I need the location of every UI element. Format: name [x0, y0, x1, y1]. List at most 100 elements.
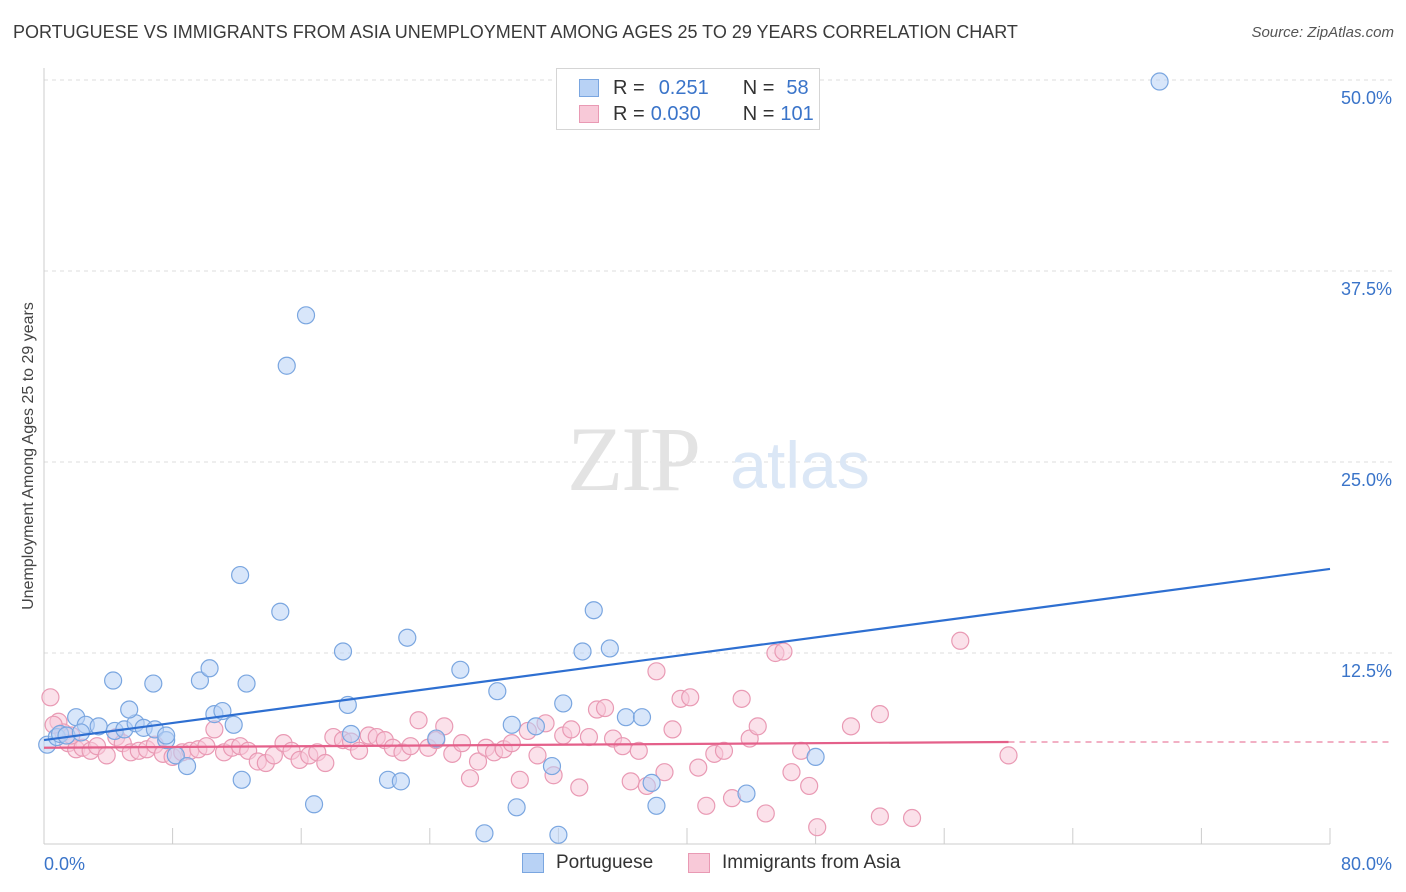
- data-point-asia: [689, 758, 708, 777]
- legend-n-label: N =: [742, 76, 775, 99]
- data-point-portuguese: [271, 602, 290, 621]
- data-point-portuguese: [600, 639, 619, 658]
- data-point-portuguese: [507, 798, 526, 817]
- legend-r-value: 0.251: [658, 76, 709, 99]
- data-point-asia: [316, 753, 335, 773]
- data-point-portuguese: [391, 772, 410, 791]
- data-point-portuguese: [488, 682, 507, 701]
- data-point-asia: [502, 734, 521, 753]
- data-point-asia: [562, 720, 581, 739]
- source-credit: Source: ZipAtlas.com: [1251, 24, 1394, 41]
- data-point-portuguese: [341, 724, 361, 744]
- trend-line-portuguese: [43, 567, 1331, 742]
- legend-label-portuguese: Portuguese: [556, 852, 654, 873]
- data-point-asia: [870, 705, 890, 724]
- data-point-portuguese: [554, 694, 573, 713]
- gridlines: [44, 79, 1392, 654]
- legend-n-value: 58: [786, 76, 809, 99]
- legend-r-label: R =: [613, 102, 645, 125]
- data-point-portuguese: [177, 756, 197, 776]
- data-point-portuguese: [200, 659, 219, 678]
- data-point-asia: [655, 763, 674, 782]
- data-point-asia: [468, 752, 488, 771]
- data-point-asia: [647, 662, 666, 681]
- watermark: ZIP atlas: [567, 408, 870, 510]
- data-point-asia: [629, 741, 648, 760]
- data-point-asia: [951, 631, 970, 650]
- data-point-portuguese: [1150, 72, 1169, 91]
- data-point-portuguese: [120, 700, 139, 719]
- data-point-asia: [756, 804, 775, 823]
- watermark-atlas: atlas: [730, 428, 869, 502]
- data-point-portuguese: [231, 565, 250, 585]
- data-point-portuguese: [475, 824, 494, 843]
- data-point-portuguese: [502, 715, 521, 734]
- data-point-portuguese: [427, 729, 446, 748]
- data-point-asia: [621, 772, 640, 791]
- data-point-asia: [681, 688, 700, 707]
- data-point-asia: [452, 734, 472, 753]
- data-point-asia: [870, 807, 890, 826]
- y-tick-label: 12.5%: [1341, 661, 1392, 681]
- x-tick-label-min: 0.0%: [44, 854, 85, 874]
- data-point-portuguese: [157, 726, 176, 745]
- data-point-portuguese: [71, 723, 91, 742]
- data-point-asia: [999, 746, 1018, 765]
- data-point-portuguese: [144, 674, 163, 693]
- y-axis-title: Unemployment Among Ages 25 to 29 years: [20, 302, 37, 610]
- legend-n-label: N =: [742, 102, 775, 125]
- y-tick-label: 50.0%: [1341, 88, 1392, 108]
- data-point-portuguese: [232, 770, 251, 789]
- legend-r-value: 0.030: [650, 102, 701, 125]
- data-point-asia: [409, 711, 428, 730]
- data-point-asia: [774, 642, 793, 661]
- data-point-portuguese: [333, 642, 353, 661]
- data-point-asia: [579, 727, 599, 747]
- data-point-portuguese: [277, 356, 296, 375]
- legend-r-label: R =: [613, 76, 645, 99]
- legend-row-portuguese: R = 0.251 N = 58: [579, 75, 809, 101]
- data-point-asia: [902, 808, 922, 828]
- legend-swatch-asia: [688, 853, 710, 873]
- data-point-portuguese: [632, 708, 652, 727]
- data-point-asia: [663, 720, 682, 739]
- data-point-portuguese: [616, 708, 636, 727]
- legend-n-value: 101: [780, 102, 814, 125]
- data-point-portuguese: [542, 756, 562, 776]
- legend-label-asia: Immigrants from Asia: [722, 852, 901, 873]
- legend-swatch-portuguese: [579, 79, 599, 97]
- legend-swatch-portuguese: [522, 853, 544, 873]
- data-point-asia: [595, 698, 615, 718]
- data-point-portuguese: [296, 306, 316, 325]
- trend-line-asia: [43, 740, 1009, 749]
- x-tick-label-max: 80.0%: [1341, 854, 1392, 874]
- data-point-portuguese: [237, 674, 256, 693]
- bottom-legend: Portuguese Immigrants from Asia: [0, 852, 1406, 878]
- x-ticks: [172, 828, 1331, 844]
- data-point-asia: [570, 778, 589, 797]
- y-tick-label: 37.5%: [1341, 279, 1392, 299]
- data-point-portuguese: [104, 671, 123, 690]
- data-point-portuguese: [451, 660, 470, 679]
- data-point-asia: [97, 746, 116, 765]
- chart-title: PORTUGUESE VS IMMIGRANTS FROM ASIA UNEMP…: [13, 22, 1018, 42]
- data-point-portuguese: [398, 628, 417, 647]
- data-point-portuguese: [224, 715, 243, 734]
- data-point-asia: [841, 717, 861, 736]
- legend-swatch-asia: [579, 105, 599, 123]
- data-point-portuguese: [190, 671, 210, 690]
- data-point-asia: [528, 746, 547, 765]
- data-point-portuguese: [647, 796, 666, 815]
- stats-legend: R = 0.251 N = 58 R = 0.030 N = 101: [556, 68, 820, 130]
- data-point-portuguese: [584, 601, 603, 620]
- series-asia-points: [41, 631, 1018, 837]
- data-point-asia: [510, 770, 529, 789]
- data-point-asia: [460, 769, 480, 788]
- data-point-asia: [732, 689, 751, 708]
- data-point-portuguese: [549, 825, 568, 844]
- data-point-portuguese: [304, 795, 324, 814]
- data-point-asia: [714, 741, 734, 760]
- watermark-zip: ZIP: [567, 408, 699, 510]
- data-point-portuguese: [737, 784, 756, 803]
